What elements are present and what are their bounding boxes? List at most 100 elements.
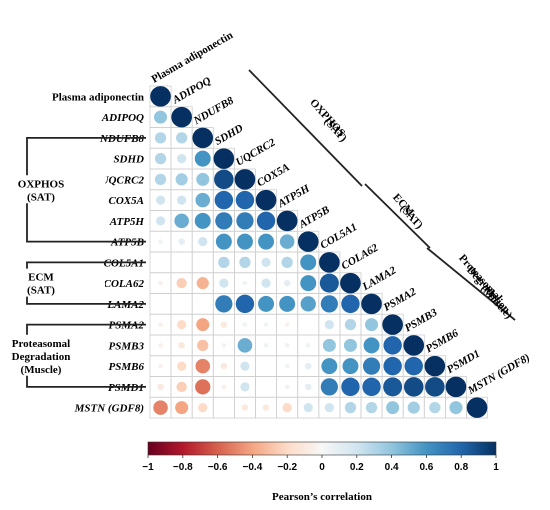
correlation-circle: [261, 257, 271, 267]
correlation-circle: [214, 190, 234, 210]
correlation-circle: [263, 322, 269, 327]
row-label: ATP5B: [110, 237, 144, 249]
correlation-circle: [240, 361, 250, 371]
colorbar-tick-label: 0.4: [385, 462, 399, 473]
correlation-circle: [196, 277, 209, 290]
grid-cell: [191, 251, 214, 274]
group-label-backing: [5, 334, 105, 376]
column-label: PSMB6: [424, 327, 461, 355]
correlation-circle: [195, 379, 211, 395]
correlation-circle: [221, 343, 227, 348]
correlation-circle: [383, 356, 402, 376]
correlation-circle: [466, 397, 488, 418]
correlation-circle: [320, 378, 338, 396]
grid-cell: [255, 376, 278, 398]
correlation-circle: [407, 401, 420, 414]
correlation-circle: [150, 86, 171, 107]
correlation-circle: [154, 173, 167, 186]
correlation-circle: [340, 272, 361, 294]
correlation-circle: [383, 377, 403, 397]
correlation-circle: [362, 377, 381, 397]
row-label: PSMB3: [109, 340, 145, 352]
row-label: COX5A: [109, 195, 144, 207]
correlation-circle: [221, 384, 227, 390]
colorbar-tick-label: −0.2: [277, 462, 297, 473]
column-label: ADIPOQ: [170, 75, 213, 107]
correlation-circle: [158, 363, 163, 369]
correlation-circle: [154, 132, 167, 144]
correlation-circle: [175, 173, 188, 186]
group-label-backing: [5, 175, 105, 204]
row-label: UQCRC2: [101, 174, 145, 186]
correlation-circle: [176, 381, 187, 393]
colorbar-xlabel: Pearson’s correlation: [272, 491, 372, 503]
correlation-circle: [242, 280, 248, 286]
correlation-circle: [195, 192, 211, 208]
group-label-backing: [5, 268, 105, 297]
correlation-circle: [303, 403, 313, 413]
row-label: SDHD: [113, 154, 144, 166]
colorbar-tick-label: −0.4: [243, 462, 263, 473]
group-label-left: (Muscle): [21, 364, 62, 376]
correlation-circle: [276, 210, 298, 232]
group-label-left: ECM: [28, 272, 54, 284]
column-label: PSMA2: [382, 285, 419, 313]
correlation-circle: [215, 233, 232, 250]
correlation-circle: [279, 234, 295, 249]
correlation-circle: [171, 106, 192, 128]
column-label: COX5A: [255, 161, 292, 189]
group-label-left: (SAT): [27, 285, 55, 297]
correlation-circle: [196, 172, 210, 186]
correlation-circle: [300, 254, 317, 271]
correlation-circle: [241, 404, 249, 411]
correlation-circle: [220, 362, 228, 370]
grid-cell: [297, 313, 320, 336]
correlation-circle: [236, 233, 253, 250]
correlation-circle: [177, 320, 187, 330]
correlation-circle: [240, 382, 250, 392]
row-label: PSMB6: [109, 361, 145, 373]
correlation-circle: [194, 150, 211, 167]
correlation-circle: [237, 338, 253, 353]
correlation-circle: [263, 343, 269, 348]
correlation-circle: [178, 238, 185, 245]
grid-cell: [149, 293, 172, 315]
correlation-circle: [445, 376, 467, 398]
correlation-circle: [158, 280, 163, 286]
correlation-circle: [255, 189, 277, 211]
correlation-circle: [198, 403, 208, 413]
row-label: ADIPOQ: [101, 112, 144, 124]
correlation-circle: [403, 377, 424, 397]
correlation-circle: [424, 355, 446, 377]
correlation-circle: [324, 320, 334, 330]
circle-layer: [150, 86, 488, 418]
correlation-circle: [284, 343, 290, 348]
column-label: NDUFB8: [191, 94, 236, 127]
correlation-circle: [344, 318, 357, 331]
column-label: PSMB3: [403, 306, 440, 334]
grid-cell: [149, 251, 172, 274]
correlation-circle: [344, 401, 357, 414]
colorbar-legend: −1 −0.8 −0.6 −0.4 −0.2 0 0.2 0.4 0.6 0.8 1 Pearson’…: [142, 441, 499, 503]
correlation-circle: [343, 338, 357, 352]
correlation-circle: [279, 295, 296, 312]
correlation-circle: [261, 278, 271, 288]
column-label: ATP5H: [275, 182, 312, 210]
column-label: UQCRC2: [234, 136, 278, 168]
correlation-circle: [365, 401, 378, 414]
colorbar-tick-label: −0.6: [208, 462, 228, 473]
correlation-circle: [319, 273, 339, 293]
correlation-circle: [361, 293, 382, 315]
correlation-circle: [304, 383, 312, 391]
colorbar-tick-label: 0.8: [454, 462, 468, 473]
correlation-circle: [283, 279, 291, 287]
group-label-left: Proteasomal: [12, 338, 70, 350]
group-label-left: (SAT): [27, 191, 55, 203]
colorbar: [147, 441, 497, 456]
correlation-circle: [155, 195, 166, 205]
column-label: COL5A1: [318, 221, 359, 252]
correlation-circle: [198, 237, 208, 247]
correlation-circle: [322, 338, 336, 352]
row-label: NDUFB8: [99, 133, 145, 145]
